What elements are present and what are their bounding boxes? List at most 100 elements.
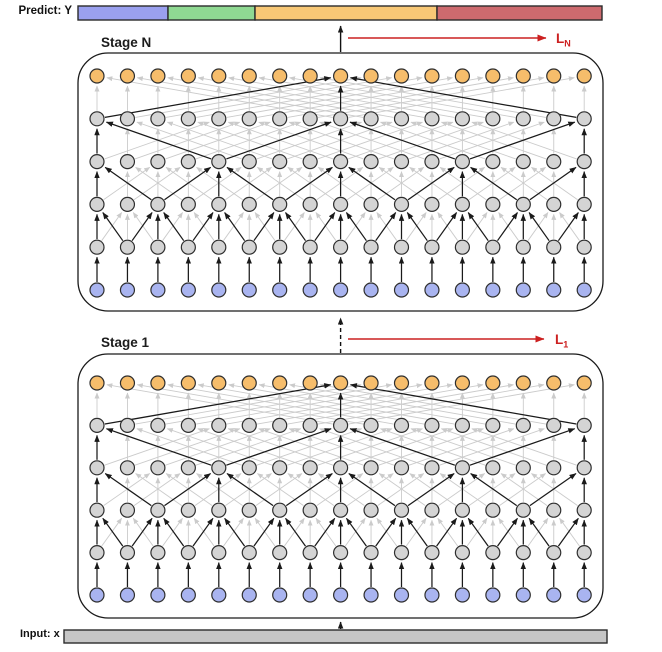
edge	[135, 383, 362, 425]
edge	[257, 76, 484, 118]
edge	[284, 212, 307, 242]
node	[454, 282, 470, 298]
node	[150, 587, 166, 603]
edge	[223, 517, 244, 547]
edge	[346, 166, 394, 201]
node	[333, 587, 349, 603]
edge	[349, 383, 577, 425]
loss-1-symbol: L	[555, 332, 564, 347]
node	[180, 460, 196, 476]
node	[241, 68, 257, 84]
node	[454, 239, 470, 255]
edge	[349, 76, 577, 119]
edge	[406, 517, 428, 547]
node	[485, 587, 501, 603]
node	[576, 239, 592, 255]
edge	[284, 517, 305, 547]
context-edges	[94, 383, 587, 547]
node	[150, 196, 166, 212]
edge	[287, 473, 335, 506]
node	[424, 460, 440, 476]
node	[211, 154, 227, 170]
node	[454, 196, 470, 212]
predict-bar	[77, 5, 603, 21]
node	[241, 502, 257, 518]
edge	[105, 121, 212, 160]
edge	[344, 517, 366, 547]
edge	[437, 212, 459, 241]
node	[180, 68, 196, 84]
node	[454, 587, 470, 603]
node	[89, 587, 105, 603]
edge	[165, 121, 271, 160]
node	[89, 111, 105, 127]
node	[546, 417, 562, 433]
edge	[348, 473, 396, 507]
predict-segment-red	[436, 5, 603, 21]
edge	[287, 166, 335, 201]
node	[515, 502, 531, 518]
node	[302, 282, 318, 298]
loss-n-subscript: N	[564, 38, 571, 49]
node	[333, 544, 349, 561]
node	[241, 417, 257, 433]
edge	[436, 212, 458, 242]
edge	[226, 473, 274, 507]
edge	[468, 166, 516, 201]
input-label: Input: x	[20, 628, 60, 640]
node	[272, 502, 288, 518]
node	[89, 68, 105, 84]
edge	[529, 166, 577, 201]
node	[302, 239, 318, 255]
node	[272, 196, 288, 212]
nodes	[89, 375, 592, 603]
node	[272, 460, 288, 476]
node	[393, 68, 410, 84]
edge	[226, 428, 332, 466]
node	[333, 460, 349, 476]
node	[89, 460, 105, 476]
edge	[135, 166, 183, 201]
edge	[101, 212, 123, 241]
edge	[226, 76, 454, 118]
edge	[258, 121, 364, 160]
node	[363, 282, 379, 298]
node	[119, 502, 136, 518]
edge	[165, 473, 213, 506]
node	[576, 502, 592, 518]
node	[272, 154, 288, 170]
edge	[197, 428, 303, 466]
node	[241, 282, 257, 298]
edge	[349, 428, 456, 466]
edge	[195, 121, 302, 160]
node	[119, 196, 136, 212]
edge	[162, 517, 183, 547]
input-bar	[63, 629, 608, 644]
edge	[226, 166, 274, 201]
edge	[165, 76, 393, 118]
node	[150, 154, 166, 170]
node	[333, 111, 349, 127]
node	[302, 375, 318, 391]
predict-segment-blue	[77, 5, 169, 21]
edge	[528, 517, 550, 547]
edge	[529, 473, 577, 507]
edge	[314, 212, 336, 242]
edge	[378, 166, 426, 201]
node	[454, 544, 470, 561]
edge	[102, 517, 124, 547]
edge	[226, 121, 332, 160]
node	[211, 282, 227, 298]
edge	[223, 212, 244, 241]
node	[180, 282, 196, 298]
node	[89, 375, 105, 391]
edge	[378, 473, 426, 506]
node	[546, 587, 562, 603]
node	[424, 111, 440, 127]
edge	[101, 517, 122, 547]
node	[454, 502, 470, 518]
node	[363, 544, 379, 561]
node	[241, 239, 257, 255]
edge	[135, 76, 362, 118]
node	[211, 239, 227, 255]
